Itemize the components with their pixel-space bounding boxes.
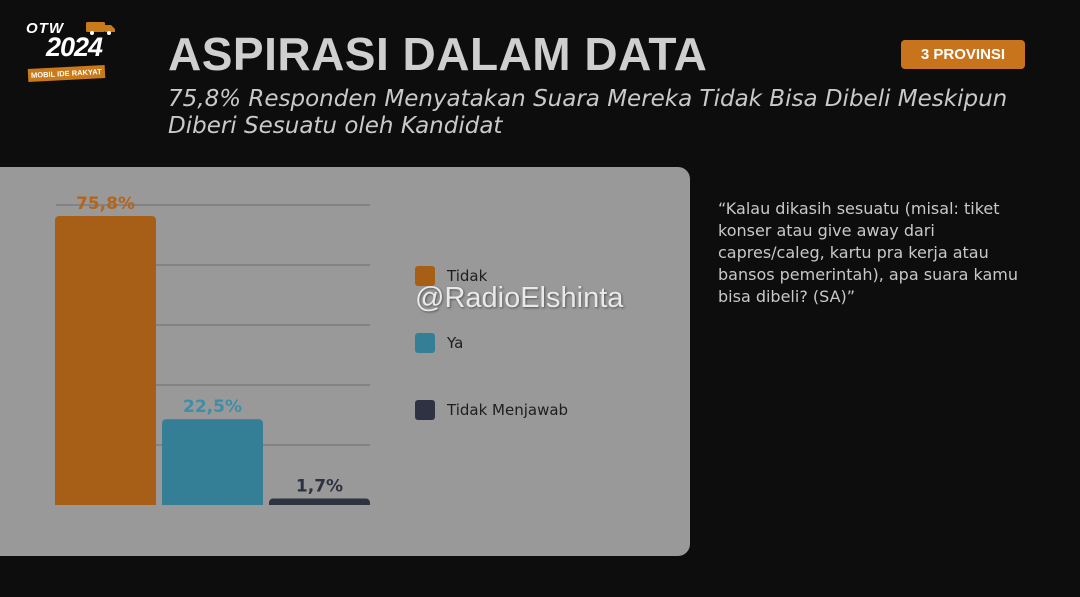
logo-year: 2024	[46, 32, 103, 62]
page-title: ASPIRASI DALAM DATA	[168, 28, 708, 80]
bar-tidak	[55, 216, 156, 509]
legend-swatch-ya	[415, 333, 435, 353]
value-label-tidak: 75,8%	[76, 194, 135, 214]
legend-label-tidak-menjawab: Tidak Menjawab	[447, 401, 569, 419]
page-subtitle: 75,8% Responden Menyatakan Suara Mereka …	[168, 86, 1008, 139]
legend-label-tidak: Tidak	[447, 267, 488, 285]
bar-chart: 75,8% 22,5% 1,7%	[40, 194, 380, 511]
logo-top-text: OTW	[26, 20, 64, 37]
bar-ya	[162, 419, 263, 509]
value-label-ya: 22,5%	[183, 397, 242, 417]
province-badge: 3 PROVINSI	[901, 40, 1025, 69]
logo-tagline: MOBIL IDE RAKYAT	[27, 65, 105, 82]
survey-question-quote: “Kalau dikasih sesuatu (misal: tiket kon…	[718, 199, 1018, 306]
legend-swatch-tidak-menjawab	[415, 400, 435, 420]
watermark: @RadioElshinta	[415, 282, 624, 314]
legend-item-ya: Ya	[415, 333, 463, 353]
otw-2024-logo: OTW 2024 MOBIL IDE RAKYAT	[26, 20, 122, 86]
legend-item-tidak: Tidak	[415, 266, 487, 286]
legend-item-tidak-menjawab: Tidak Menjawab	[415, 400, 568, 420]
legend-swatch-tidak	[415, 266, 435, 286]
baseline-cover	[40, 505, 380, 511]
value-label-tidak-menjawab: 1,7%	[296, 477, 343, 497]
legend-label-ya: Ya	[447, 334, 464, 352]
truck-icon	[86, 22, 115, 35]
